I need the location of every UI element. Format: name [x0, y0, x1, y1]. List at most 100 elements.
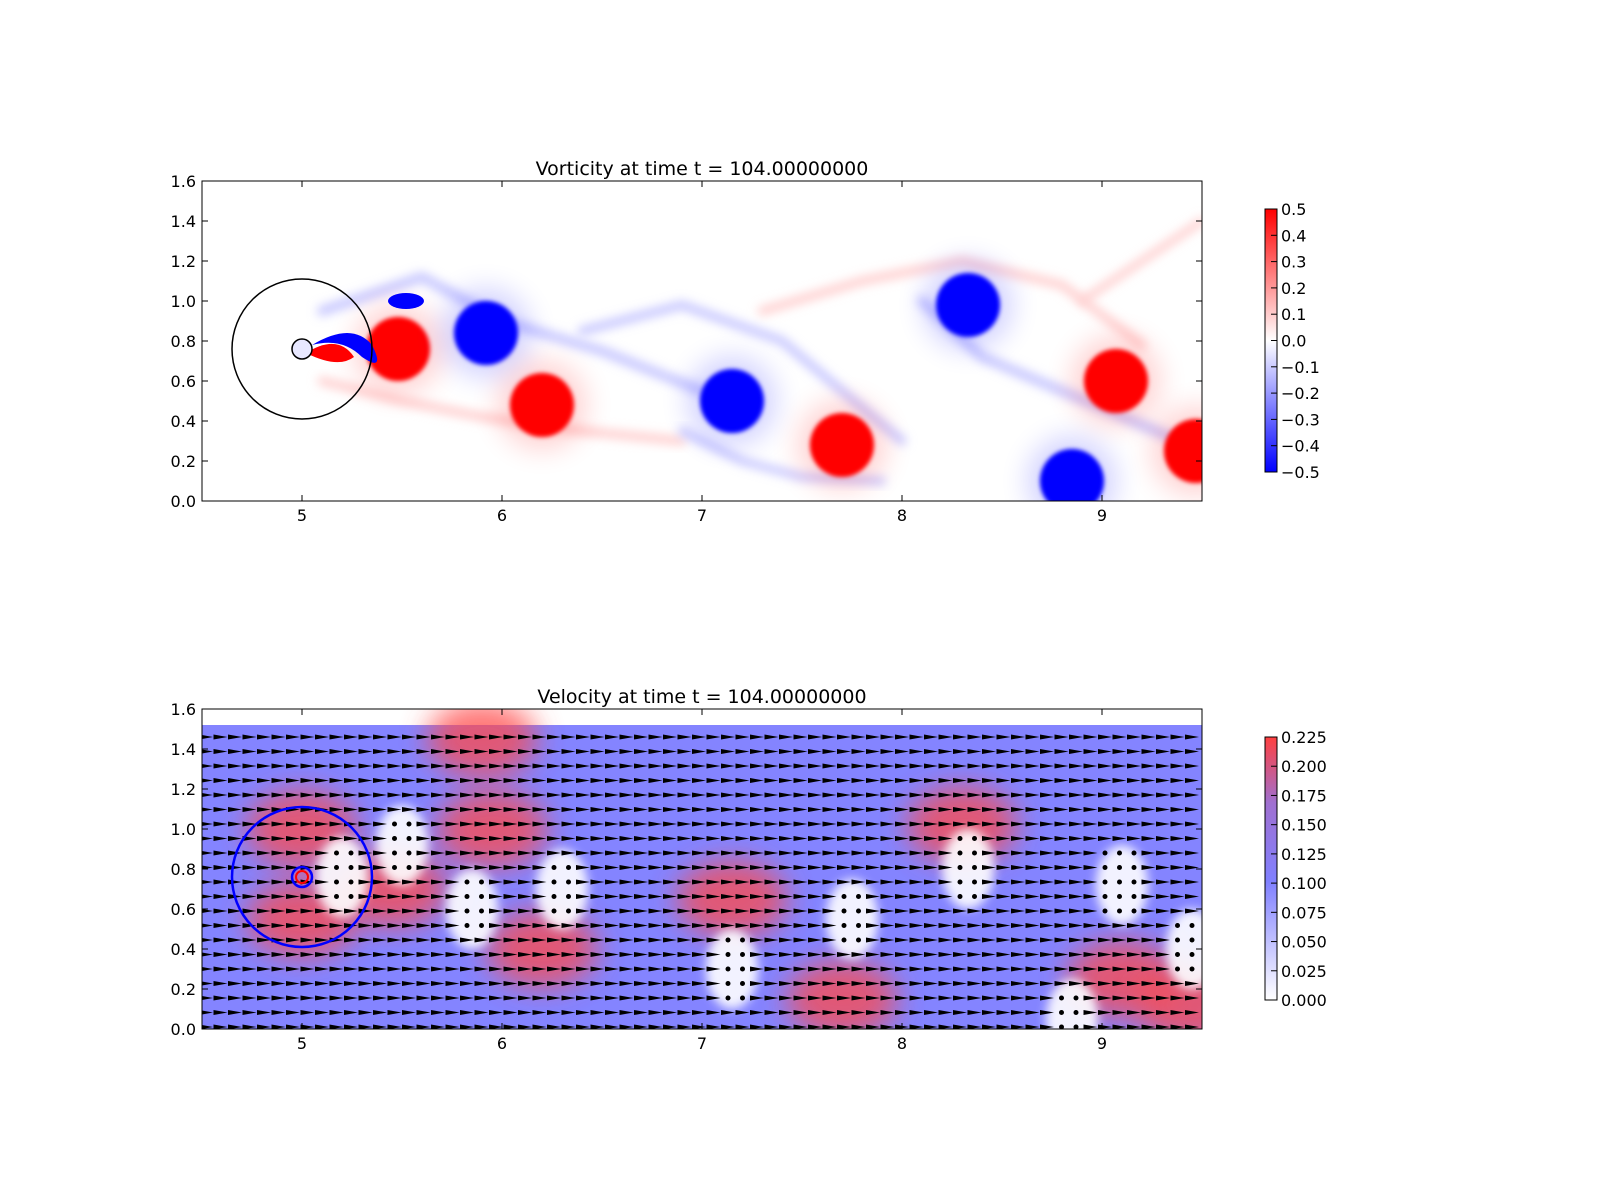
quiver-dot [1131, 865, 1137, 870]
quiver-dot [725, 937, 731, 943]
quiver-arrow [692, 865, 706, 870]
quiver-dot [1102, 850, 1108, 856]
quiver-arrow [1054, 908, 1069, 914]
quiver-arrow [692, 807, 706, 812]
low-speed-region [1096, 845, 1148, 925]
quiver-arrow [315, 923, 329, 928]
quiver-arrow [967, 937, 982, 943]
quiver-arrow [721, 908, 735, 914]
quiver-arrow [967, 749, 982, 754]
quiver-dot [1131, 908, 1137, 914]
quiver-arrow [1025, 836, 1040, 841]
quiver-arrow [750, 981, 764, 986]
quiver-arrow [460, 981, 474, 986]
quiver-arrow [634, 923, 648, 928]
quiver-arrow [489, 937, 503, 943]
quiver-arrow [996, 807, 1011, 812]
quiver-arrow [750, 879, 764, 885]
quiver-arrow [561, 734, 576, 740]
quiver-arrow [605, 908, 619, 914]
quiver-arrow [1156, 850, 1170, 856]
quiver-arrow [518, 1024, 532, 1029]
quiver-dot [566, 879, 571, 885]
quiver-arrow [431, 923, 445, 928]
quiver-arrow [996, 952, 1011, 957]
quiver-arrow [764, 734, 779, 740]
quiver-arrow [329, 734, 344, 740]
quiver-arrow [1185, 879, 1199, 885]
quiver-arrow [648, 1024, 663, 1029]
quiver-dot [957, 894, 963, 899]
quiver-arrow [822, 778, 837, 783]
quiver-arrow [431, 792, 445, 798]
quiver-arrow [242, 894, 257, 899]
quiver-arrow [1156, 937, 1170, 943]
quiver-arrow [329, 749, 344, 754]
quiver-arrow [213, 894, 228, 899]
quiver-arrow [808, 966, 822, 972]
colorbar-tick-label: 0.1 [1281, 305, 1306, 324]
quiver-arrow [373, 894, 387, 899]
quiver-arrow [851, 836, 866, 841]
quiver-dot [392, 821, 397, 827]
quiver-arrow [547, 749, 561, 754]
quiver-arrow [692, 850, 706, 856]
quiver-arrow [982, 836, 996, 841]
quiver-arrow [735, 778, 750, 783]
quiver-arrow [808, 937, 822, 943]
quiver-arrow [938, 1010, 953, 1015]
quiver-arrow [866, 923, 880, 928]
cylinder-outline [291, 338, 313, 360]
quiver-arrow [851, 850, 866, 856]
quiver-arrow [315, 952, 329, 957]
quiver-arrow [590, 807, 605, 812]
quiver-arrow [373, 850, 387, 856]
quiver-arrow [503, 952, 518, 957]
quiver-arrow [431, 981, 445, 986]
quiver-arrow [953, 792, 967, 798]
quiver-arrow [880, 734, 895, 740]
quiver-arrow [329, 778, 344, 783]
quiver-arrow [938, 937, 953, 943]
quiver-arrow [1127, 923, 1141, 928]
quiver-arrow [271, 865, 286, 870]
quiver-arrow [1011, 879, 1025, 885]
quiver-arrow [1170, 763, 1185, 769]
quiver-arrow [764, 952, 779, 957]
quiver-arrow [503, 908, 518, 914]
quiver-arrow [880, 937, 895, 943]
quiver-arrow [1054, 821, 1069, 827]
quiver-arrow [764, 763, 779, 769]
quiver-arrow [358, 778, 373, 783]
quiver-arrow [416, 865, 431, 870]
quiver-arrow [909, 894, 924, 899]
quiver-arrow [1156, 995, 1170, 1001]
quiver-arrow [532, 923, 547, 928]
quiver-arrow [909, 778, 924, 783]
quiver-arrow [924, 908, 938, 914]
quiver-arrow [1141, 937, 1156, 943]
quiver-arrow [402, 952, 416, 957]
velocity-colorbar: 0.2250.2000.1750.1500.1250.1000.0750.050… [1264, 728, 1327, 1010]
quiver-arrow [909, 908, 924, 914]
quiver-arrow [257, 792, 271, 798]
quiver-arrow [692, 995, 706, 1001]
quiver-arrow [1141, 879, 1156, 885]
quiver-arrow [750, 937, 764, 943]
quiver-arrow [503, 981, 518, 986]
quiver-arrow [837, 821, 851, 827]
quiver-arrow [1011, 908, 1025, 914]
quiver-arrow [286, 749, 300, 754]
quiver-arrow [692, 879, 706, 885]
quiver-arrow [750, 778, 764, 783]
quiver-arrow [1025, 1024, 1040, 1029]
quiver-arrow [880, 981, 895, 986]
quiver-arrow [851, 981, 866, 986]
quiver-dot [740, 981, 745, 986]
quiver-arrow [387, 1010, 402, 1015]
quiver-dot [1102, 879, 1108, 885]
high-speed-region [677, 861, 787, 937]
vorticity-vortex-layer [306, 261, 1202, 501]
quiver-arrow [909, 749, 924, 754]
quiver-arrow [431, 778, 445, 783]
